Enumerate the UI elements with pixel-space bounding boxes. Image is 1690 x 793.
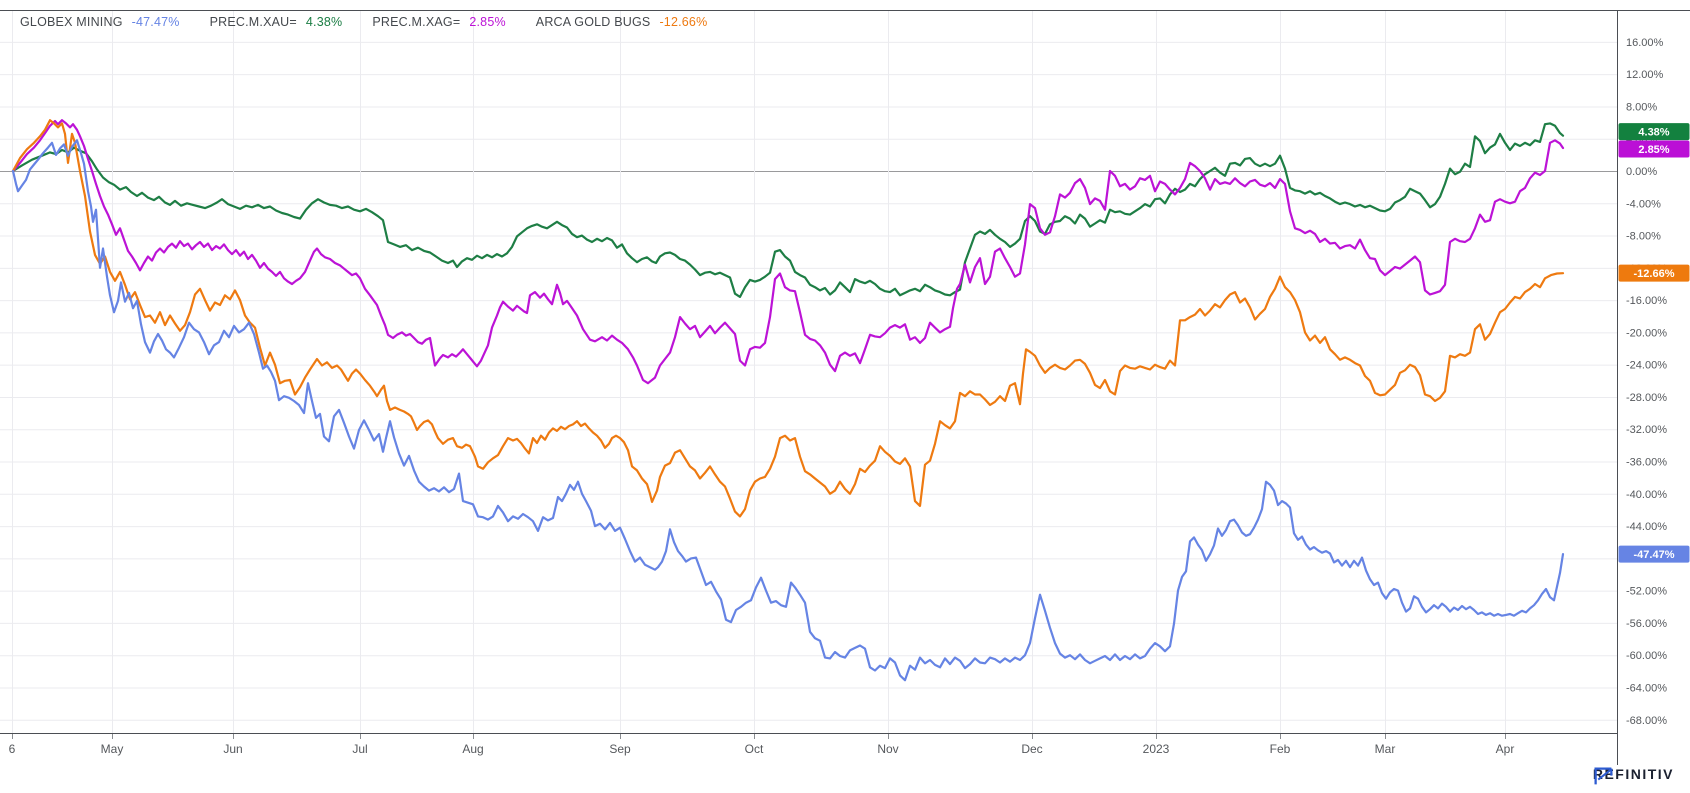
x-axis-label-jun: Jun [223, 742, 242, 756]
x-axis-label-6: 6 [9, 742, 16, 756]
last-value-badge-label: 2.85% [1638, 144, 1669, 156]
x-axis-label-mar: Mar [1375, 742, 1396, 756]
chart-legend: GLOBEX MINING -47.47% PREC.M.XAU= 4.38% PREC… [20, 15, 737, 29]
last-value-badge [1618, 140, 1690, 158]
legend-series-name: GLOBEX MINING [20, 15, 123, 29]
y-axis-label: -60.00% [1626, 650, 1667, 662]
legend-series-name: ARCA GOLD BUGS [535, 15, 651, 29]
last-value-badge [1618, 123, 1690, 141]
legend-item-prec-m-xag-[interactable]: PREC.M.XAG= 2.85% [372, 15, 505, 29]
y-axis-label: -20.00% [1626, 327, 1667, 339]
y-axis-label: -28.00% [1626, 392, 1667, 404]
x-axis-label-dec: Dec [1021, 742, 1042, 756]
y-axis-label: -32.00% [1626, 424, 1667, 436]
legend-series-name: PREC.M.XAU= [209, 15, 297, 29]
legend-series-value: -47.47% [131, 15, 180, 29]
y-axis-label: -64.00% [1626, 682, 1667, 694]
y-axis-label: -36.00% [1626, 457, 1667, 469]
last-value-badge-label: -12.66% [1634, 268, 1675, 280]
y-axis-label: -4.00% [1626, 198, 1661, 210]
y-axis-label: -44.00% [1626, 521, 1667, 533]
legend-item-prec-m-xau-[interactable]: PREC.M.XAU= 4.38% [210, 15, 343, 29]
series-line-prec-m-xau- [11, 122, 1565, 298]
x-axis-label-apr: Apr [1496, 742, 1515, 756]
y-axis-label: -16.00% [1626, 295, 1667, 307]
last-value-badge-label: -47.47% [1634, 549, 1675, 561]
x-axis-label-sep: Sep [609, 742, 631, 756]
legend-series-value: -12.66% [659, 15, 708, 29]
x-axis-label-aug: Aug [462, 742, 483, 756]
y-axis-label: -52.00% [1626, 586, 1667, 598]
y-axis-label: 0.00% [1626, 166, 1657, 178]
series-line-globex-mining [11, 139, 1565, 682]
x-axis-label-feb: Feb [1270, 742, 1291, 756]
last-value-badge [1618, 545, 1690, 563]
legend-item-arca-gold-bugs[interactable]: ARCA GOLD BUGS -12.66% [536, 15, 708, 29]
refinitiv-branding: REFINITIV [1592, 766, 1681, 785]
series-line-arca-gold-bugs [11, 119, 1565, 518]
legend-series-value: 4.38% [305, 15, 343, 29]
y-axis-label: -40.00% [1626, 489, 1667, 501]
x-axis-label-nov: Nov [877, 742, 898, 756]
x-axis-label-jul: Jul [352, 742, 367, 756]
legend-item-globex-mining[interactable]: GLOBEX MINING -47.47% [20, 15, 180, 29]
last-value-badge [1618, 264, 1690, 282]
plot-area[interactable] [0, 10, 1617, 733]
y-axis-label: 16.00% [1626, 37, 1664, 49]
series-line-prec-m-xag- [11, 119, 1565, 385]
refinitiv-wordmark: REFINITIV [1592, 766, 1674, 782]
y-axis-label: -24.00% [1626, 360, 1667, 372]
y-axis-label: -8.00% [1626, 231, 1661, 243]
x-axis-label-2023: 2023 [1143, 742, 1170, 756]
last-value-badge-label: 4.38% [1638, 127, 1669, 139]
y-axis-label: -56.00% [1626, 618, 1667, 630]
y-axis-label: 8.00% [1626, 101, 1657, 113]
x-axis-label-oct: Oct [745, 742, 764, 756]
legend-series-value: 2.85% [469, 15, 506, 29]
legend-series-name: PREC.M.XAG= [372, 15, 461, 29]
y-axis-label: -68.00% [1626, 715, 1667, 727]
x-axis-label-may: May [101, 742, 124, 756]
y-axis-label: 12.00% [1626, 69, 1664, 81]
